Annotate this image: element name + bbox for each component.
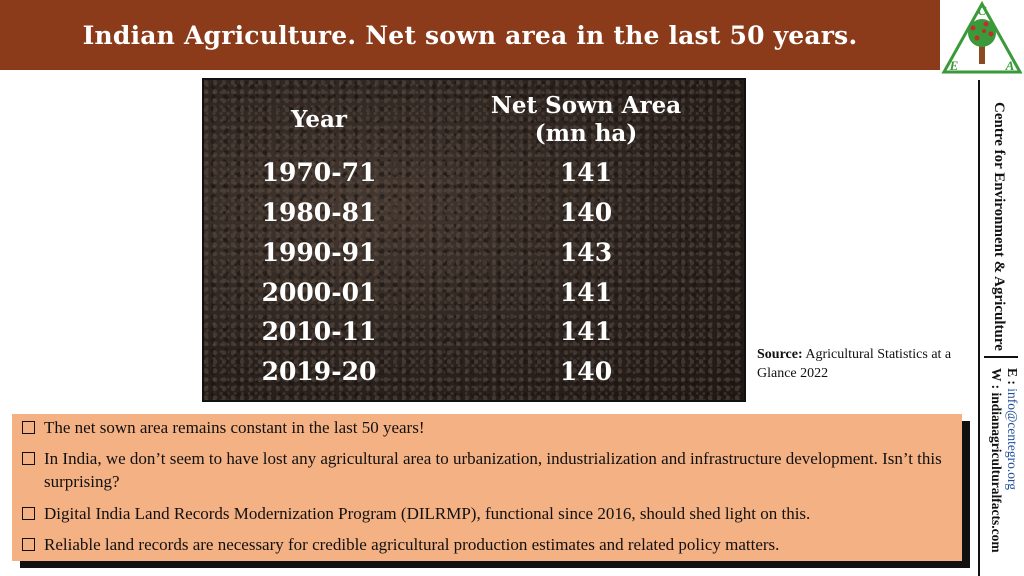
- web-label: W :: [989, 368, 1004, 393]
- table-row-year: 1980-81: [261, 198, 377, 227]
- page-title: Indian Agriculture. Net sown area in the…: [82, 20, 858, 50]
- email-link[interactable]: info@centegro.org: [1005, 388, 1020, 491]
- list-item: Digital India Land Records Modernization…: [22, 502, 952, 525]
- table-row-value: 140: [559, 357, 613, 386]
- list-item: In India, we don’t seem to have lost any…: [22, 447, 952, 493]
- logo-letter-c: C: [978, 3, 987, 18]
- list-item: The net sown area remains constant in th…: [22, 416, 952, 439]
- contact-info: E : info@centegro.org W : indianagricult…: [988, 368, 1020, 553]
- checkbox-bullet-icon: [22, 421, 35, 434]
- source-label: Source:: [757, 347, 803, 362]
- tree-triangle-icon: C E A: [941, 0, 1023, 74]
- table-row-value: 141: [559, 317, 613, 346]
- cea-logo: C E A: [940, 0, 1024, 76]
- note-text: Digital India Land Records Modernization…: [44, 504, 811, 523]
- logo-letter-e: E: [949, 58, 959, 73]
- checkbox-bullet-icon: [22, 507, 35, 520]
- table-row-year: 1990-91: [261, 238, 377, 267]
- web-line: W : indianagriculturalfacts.com: [988, 368, 1004, 553]
- table-row-value: 141: [559, 278, 613, 307]
- net-sown-area-table: Year Net Sown Area (mn ha) 1970-71 141 1…: [204, 80, 744, 400]
- list-item: Reliable land records are necessary for …: [22, 533, 952, 556]
- note-text: Reliable land records are necessary for …: [44, 535, 780, 554]
- checkbox-bullet-icon: [22, 452, 35, 465]
- source-note: Source: Agricultural Statistics at a Gla…: [757, 345, 957, 383]
- email-line: E : info@centegro.org: [1004, 368, 1020, 553]
- table-row-year: 2010-11: [261, 317, 377, 346]
- area-header-line2: (mn ha): [534, 120, 638, 147]
- logo-letter-a: A: [1005, 58, 1015, 73]
- table-row-value: 140: [559, 198, 613, 227]
- area-column-header: Net Sown Area (mn ha): [476, 92, 696, 148]
- table-row-year: 2000-01: [261, 278, 377, 307]
- source-text: Agricultural Statistics at a Glance 2022: [757, 347, 952, 381]
- note-text: The net sown area remains constant in th…: [44, 418, 425, 437]
- checkbox-bullet-icon: [22, 538, 35, 551]
- sidebar-divider-vertical: [978, 80, 980, 576]
- sidebar-divider-horizontal: [984, 356, 1018, 358]
- soil-table-panel: Year Net Sown Area (mn ha) 1970-71 141 1…: [202, 78, 746, 402]
- table-row-year: 1970-71: [261, 158, 377, 187]
- year-column-header: Year: [290, 106, 348, 133]
- notes-box: The net sown area remains constant in th…: [12, 414, 962, 561]
- org-name: Centre for Environment & Agriculture: [991, 101, 1007, 351]
- table-row-value: 141: [559, 158, 613, 187]
- table-row-value: 143: [559, 238, 613, 267]
- area-header-line1: Net Sown Area: [490, 92, 682, 119]
- header-banner: Indian Agriculture. Net sown area in the…: [0, 0, 940, 70]
- table-row-year: 2019-20: [261, 357, 377, 386]
- website-link[interactable]: indianagriculturalfacts.com: [989, 392, 1004, 553]
- email-label: E :: [1005, 368, 1020, 389]
- note-text: In India, we don’t seem to have lost any…: [44, 449, 942, 491]
